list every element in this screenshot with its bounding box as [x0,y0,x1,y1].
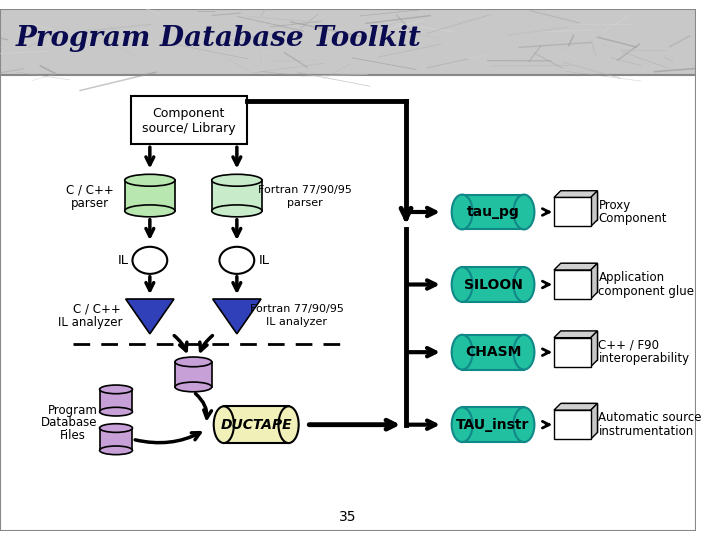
Bar [130,96,246,144]
Bar [0,75,696,531]
Bar [99,428,132,450]
Polygon shape [554,191,598,198]
Text: Database: Database [41,416,98,429]
Ellipse shape [220,247,254,274]
Polygon shape [590,263,598,299]
Ellipse shape [451,335,472,369]
Ellipse shape [451,194,472,230]
Text: Program Database Toolkit: Program Database Toolkit [15,25,421,52]
Text: DUCTAPE: DUCTAPE [220,417,292,431]
Bar [462,267,524,302]
Polygon shape [590,331,598,367]
Text: Files: Files [60,429,86,442]
Text: C / C++: C / C++ [66,183,114,196]
Ellipse shape [212,174,262,186]
Bar [561,331,598,360]
Ellipse shape [125,174,175,186]
Bar [462,194,524,230]
Text: source/ Library: source/ Library [142,123,235,136]
Text: Fortran 77/90/95: Fortran 77/90/95 [258,185,351,195]
Bar [99,389,132,411]
Bar [125,180,175,211]
Text: Component: Component [598,212,667,225]
Text: Program: Program [48,404,97,417]
Polygon shape [554,331,598,338]
Text: parser: parser [71,197,109,210]
Bar [561,191,598,220]
Ellipse shape [513,267,534,302]
Ellipse shape [212,205,262,217]
Text: Fortran 77/90/95: Fortran 77/90/95 [250,303,343,314]
Text: Proxy: Proxy [598,199,631,212]
Bar [0,9,696,75]
Text: parser: parser [287,198,323,208]
Text: IL: IL [258,254,269,267]
Ellipse shape [214,406,234,443]
Polygon shape [590,191,598,226]
Text: Automatic source: Automatic source [598,411,702,424]
Ellipse shape [451,267,472,302]
Bar [462,335,524,369]
Polygon shape [554,403,598,410]
Ellipse shape [175,382,212,392]
Text: tau_pg: tau_pg [467,205,519,219]
Bar [561,403,598,433]
Ellipse shape [175,357,212,367]
Bar [554,270,590,299]
Text: component glue: component glue [598,285,694,298]
Ellipse shape [132,247,167,274]
Polygon shape [554,263,598,270]
Polygon shape [590,403,598,439]
Bar [212,180,262,211]
Polygon shape [212,299,261,334]
Ellipse shape [99,407,132,416]
Bar [554,338,590,367]
Bar [554,410,590,439]
Text: CHASM: CHASM [465,345,521,359]
Ellipse shape [513,194,534,230]
Bar [224,406,289,443]
Bar [561,263,598,292]
Ellipse shape [451,407,472,442]
Ellipse shape [513,335,534,369]
Text: Application: Application [598,271,665,284]
Text: interoperability: interoperability [598,353,690,366]
Text: TAU_instr: TAU_instr [456,417,530,431]
Text: Component: Component [153,107,225,120]
Text: C / C++: C / C++ [73,302,120,315]
Ellipse shape [513,407,534,442]
Ellipse shape [99,446,132,455]
Text: IL analyzer: IL analyzer [58,316,122,329]
Bar [554,198,590,226]
Ellipse shape [99,385,132,394]
Ellipse shape [279,406,299,443]
Text: 35: 35 [339,510,357,523]
Bar [175,362,212,387]
Ellipse shape [125,205,175,217]
Bar [462,407,524,442]
Text: instrumentation: instrumentation [598,425,693,438]
Ellipse shape [99,424,132,433]
Text: IL: IL [117,254,128,267]
Text: IL analyzer: IL analyzer [266,317,328,327]
Text: SILOON: SILOON [464,278,523,292]
Polygon shape [126,299,174,334]
Text: C++ / F90: C++ / F90 [598,339,660,352]
